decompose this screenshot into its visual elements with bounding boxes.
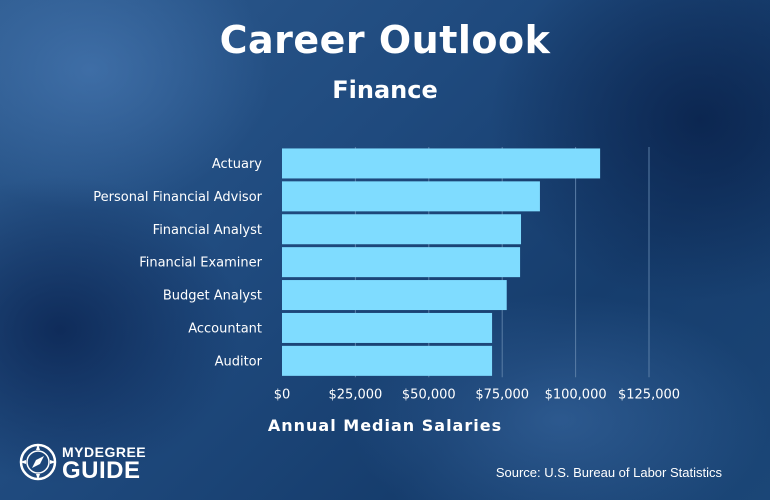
bar	[282, 312, 493, 343]
x-tick-label: $25,000	[329, 387, 383, 402]
chart-subtitle: Finance	[332, 76, 438, 104]
category-label: Auditor	[215, 354, 263, 369]
category-label: Accountant	[188, 321, 262, 336]
x-tick-label: $100,000	[545, 387, 607, 402]
x-tick-label: $75,000	[475, 387, 529, 402]
x-tick-label: $125,000	[618, 387, 680, 402]
category-label: Financial Analyst	[153, 223, 262, 238]
compass-icon	[19, 443, 57, 481]
x-tick-label: $0	[274, 387, 291, 402]
chart-title: Career Outlook	[219, 18, 551, 62]
bar	[282, 247, 521, 278]
logo-text-top: MYDEGREE	[62, 444, 147, 460]
category-label: Actuary	[212, 157, 262, 172]
bar	[282, 214, 522, 245]
bar	[282, 181, 540, 212]
bar	[282, 345, 493, 376]
category-label: Financial Examiner	[139, 256, 262, 271]
x-axis-label: Annual Median Salaries	[267, 416, 503, 435]
mydegreeguide-logo: MYDEGREE GUIDE	[18, 442, 148, 486]
category-label: Budget Analyst	[163, 289, 262, 304]
bar	[282, 148, 601, 179]
category-label: Personal Financial Advisor	[93, 190, 262, 205]
source-note: Source: U.S. Bureau of Labor Statistics	[495, 465, 722, 480]
logo-text-bottom: GUIDE	[62, 457, 141, 484]
x-tick-label: $50,000	[402, 387, 456, 402]
bar	[282, 280, 507, 311]
